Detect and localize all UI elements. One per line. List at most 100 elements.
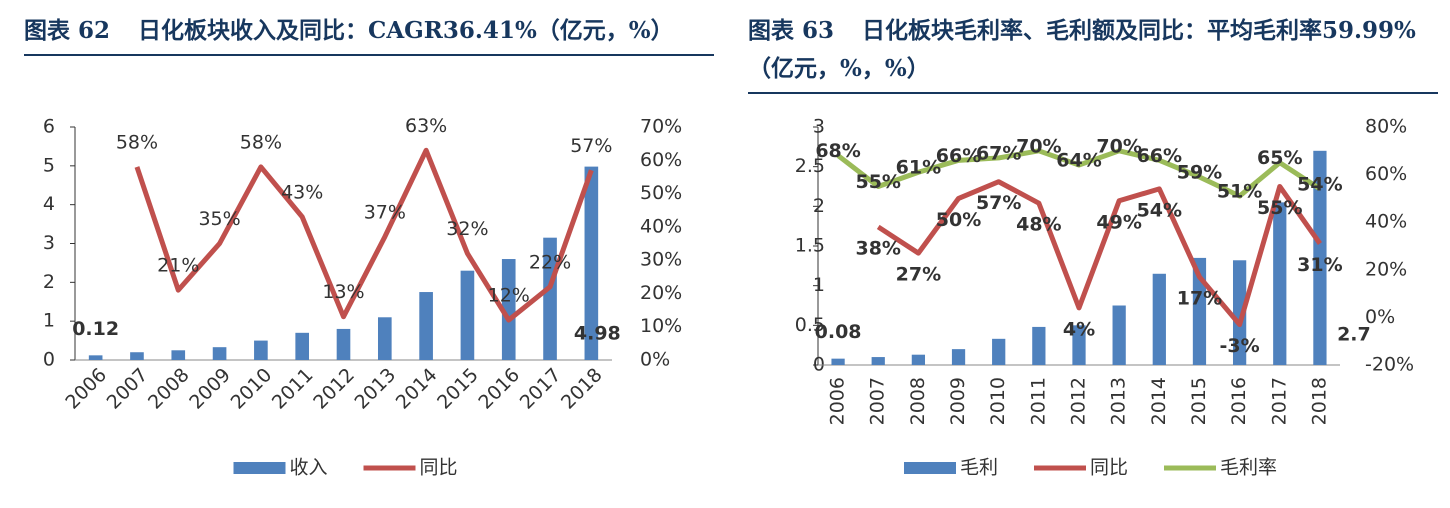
legend-label: 同比	[420, 457, 458, 479]
bar	[951, 349, 966, 365]
y-tick-label: 5	[43, 154, 55, 176]
y2-tick-label: 80%	[1365, 116, 1407, 138]
y2-tick-label: 40%	[640, 215, 682, 237]
value-label: 55%	[1257, 197, 1302, 219]
y-tick-label: 1.5	[795, 235, 825, 257]
value-label: 21%	[157, 255, 199, 277]
value-label: 32%	[446, 218, 488, 240]
value-label: 68%	[815, 140, 860, 162]
value-label: 55%	[855, 171, 900, 193]
x-tick-label: 2006	[61, 364, 111, 414]
legend-label: 毛利	[960, 457, 998, 479]
x-tick-label: 2011	[268, 364, 318, 414]
chart-title: 日化板块毛利率、毛利额及同比：平均毛利率59.99%（亿元，%，%）	[748, 17, 1416, 82]
y-tick-label: 6	[43, 116, 55, 138]
bar	[1152, 273, 1166, 365]
legend-label: 毛利率	[1220, 457, 1277, 479]
y-tick-label: 2	[43, 271, 55, 293]
value-label: 22%	[529, 251, 571, 273]
chart-label: 图表 63	[748, 17, 835, 44]
x-tick-label: 2012	[1068, 377, 1090, 425]
value-label: 63%	[405, 115, 447, 137]
title-block: 图表 63 日化板块毛利率、毛利额及同比：平均毛利率59.99%（亿元，%，%）	[748, 12, 1438, 94]
x-tick-label: 2016	[1228, 377, 1250, 425]
value-label: 0.12	[72, 318, 119, 340]
chart-title: 日化板块收入及同比：CAGR36.41%（亿元，%）	[138, 17, 674, 44]
value-label: 38%	[855, 237, 900, 259]
y2-tick-label: 20%	[1365, 258, 1407, 280]
value-label: 2.7	[1337, 324, 1371, 346]
bar	[992, 338, 1006, 365]
x-tick-label: 2013	[350, 364, 400, 414]
value-label: 64%	[1056, 150, 1101, 172]
x-tick-label: 2009	[185, 364, 235, 414]
y-tick-label: 1	[43, 310, 55, 332]
value-label: 48%	[1016, 214, 1061, 236]
bar	[88, 355, 103, 360]
value-label: 49%	[1096, 211, 1141, 233]
value-label: 31%	[1297, 254, 1342, 276]
x-tick-label: 2011	[1027, 377, 1049, 425]
y2-tick-label: 70%	[640, 116, 682, 138]
legend-label: 同比	[1090, 457, 1128, 479]
x-tick-label: 2008	[144, 364, 194, 414]
value-label: -3%	[1220, 335, 1260, 357]
y-tick-label: 0	[43, 349, 55, 371]
legend-label: 收入	[290, 457, 328, 479]
y2-tick-label: 50%	[640, 182, 682, 204]
x-tick-label: 2006	[827, 377, 849, 425]
legend-swatch	[904, 462, 956, 474]
value-label: 4%	[1063, 318, 1095, 340]
value-label: 43%	[281, 181, 323, 203]
y2-tick-label: -20%	[1365, 354, 1414, 376]
x-tick-label: 2016	[474, 364, 524, 414]
bar	[336, 328, 351, 360]
x-tick-label: 2009	[947, 377, 969, 425]
bar	[419, 292, 433, 360]
bar	[1032, 326, 1046, 365]
line	[836, 148, 1322, 199]
bar	[1232, 260, 1247, 365]
y2-tick-label: 40%	[1365, 211, 1407, 233]
x-tick-label: 2014	[392, 364, 442, 414]
x-tick-label: 2010	[987, 377, 1009, 425]
y2-tick-label: 0%	[640, 349, 670, 371]
value-label: 4.98	[574, 323, 621, 345]
x-tick-label: 2008	[907, 377, 929, 425]
bar	[871, 357, 885, 365]
value-label: 58%	[240, 131, 282, 153]
value-label: 51%	[1217, 181, 1262, 203]
value-label: 0.08	[815, 321, 862, 343]
y2-tick-label: 10%	[640, 315, 682, 337]
value-label: 54%	[1137, 199, 1182, 221]
bar	[501, 259, 516, 360]
y-tick-label: 0.5	[795, 314, 825, 336]
x-tick-label: 2018	[557, 364, 607, 414]
value-label: 37%	[364, 201, 406, 223]
chart-label: 图表 62	[24, 17, 111, 44]
x-tick-label: 2015	[1188, 377, 1210, 425]
y-tick-label: 2.5	[795, 155, 825, 177]
value-label: 35%	[198, 208, 240, 230]
value-label: 61%	[896, 157, 941, 179]
x-tick-label: 2010	[227, 364, 277, 414]
y2-tick-label: 60%	[1365, 163, 1407, 185]
bar	[212, 347, 227, 360]
bar	[254, 340, 268, 360]
value-label: 13%	[322, 281, 364, 303]
bar	[460, 270, 475, 360]
x-tick-label: 2007	[103, 364, 153, 414]
value-label: 65%	[1257, 147, 1302, 169]
value-label: 59%	[1177, 161, 1222, 183]
title-block: 图表 62 日化板块收入及同比：CAGR36.41%（亿元，%）	[24, 12, 714, 56]
value-label: 58%	[116, 131, 158, 153]
bar	[831, 358, 845, 365]
y2-tick-label: 30%	[640, 249, 682, 271]
y2-tick-label: 20%	[640, 282, 682, 304]
value-label: 67%	[976, 142, 1021, 164]
bar	[1313, 150, 1327, 365]
y-tick-label: 4	[43, 193, 55, 215]
value-label: 50%	[936, 209, 981, 231]
